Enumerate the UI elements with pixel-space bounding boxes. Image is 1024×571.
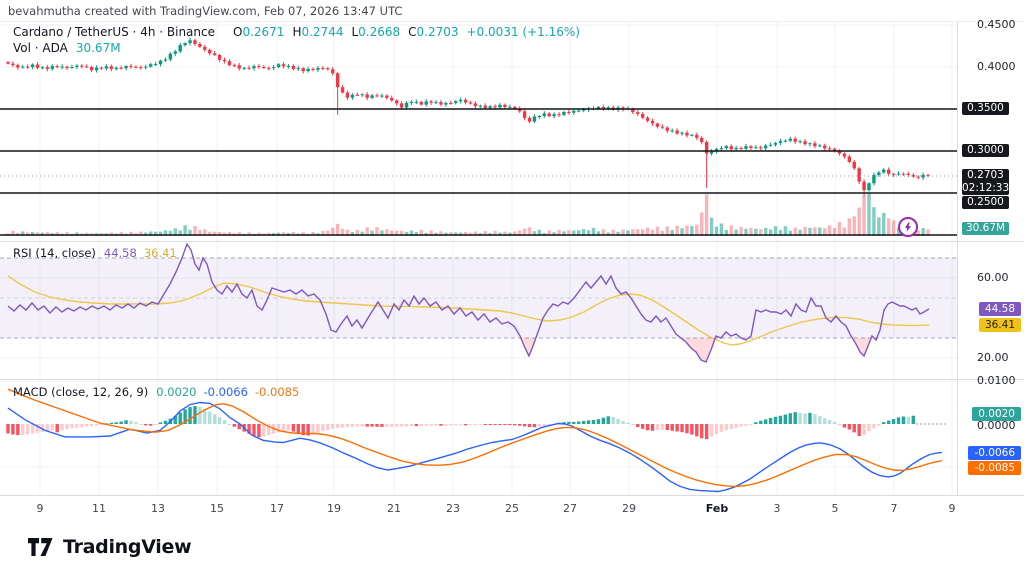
time-label: 9: [36, 502, 44, 515]
footer: TradingView: [28, 536, 192, 558]
low-value: 0.2668: [358, 25, 401, 39]
time-axis[interactable]: 9 11 13 15 17 19 21 23 25 27 29 Feb 3 5 7 9: [0, 496, 1024, 520]
legend: Cardano / TetherUS · 4h · Binance O0.2671…: [13, 25, 580, 56]
high-value: 0.2744: [301, 25, 344, 39]
macd-signal-value: -0.0085: [254, 385, 300, 399]
tradingview-logo-icon[interactable]: [28, 538, 54, 556]
legend-row-main: Cardano / TetherUS · 4h · Binance O0.2671…: [13, 25, 580, 40]
time-label: 23: [446, 502, 460, 515]
high-label: H: [292, 25, 302, 39]
rsi-title[interactable]: RSI (14, close): [13, 246, 96, 260]
rsi-value-badge: 44.58: [978, 302, 1021, 316]
time-label: 13: [151, 502, 165, 515]
rsi-label-20: 20.00: [977, 351, 1009, 364]
time-label: 7: [890, 502, 898, 515]
time-label: 25: [505, 502, 519, 515]
line-price-badge-030: 0.3000: [962, 144, 1009, 157]
volume-badge: 30.67M: [962, 222, 1009, 235]
line-price-badge-035: 0.3500: [962, 102, 1009, 115]
time-label: Feb: [705, 502, 729, 515]
legend-row-volume: Vol · ADA 30.67M: [13, 41, 580, 56]
rsi-label-60: 60.00: [977, 271, 1009, 284]
time-label: 11: [92, 502, 106, 515]
macd-line-badge: -0.0066: [968, 446, 1021, 460]
time-label: 9: [948, 502, 956, 515]
watermark: bevahmutha created with TradingView.com,…: [8, 4, 403, 18]
time-label: 17: [270, 502, 284, 515]
time-label: 29: [622, 502, 636, 515]
time-label: 27: [563, 502, 577, 515]
open-value: 0.2671: [242, 25, 285, 39]
macd-hist-value: 0.0020: [156, 385, 197, 399]
symbol-title[interactable]: Cardano / TetherUS · 4h · Binance: [13, 25, 215, 39]
lightning-bolt-glyph: [905, 222, 911, 232]
volume-label: Vol · ADA: [13, 41, 68, 55]
macd-signal-badge: -0.0085: [968, 461, 1021, 475]
rsi-legend: RSI (14, close) 44.58 36.41: [13, 246, 177, 260]
rsi-ma-value: 36.41: [143, 246, 177, 260]
volume-value: 30.67M: [75, 41, 121, 55]
bar-countdown: 02:12:33: [962, 182, 1010, 194]
macd-label-0000: 0.0000: [977, 419, 1016, 432]
macd-label-0100: 0.0100: [977, 374, 1016, 387]
boost-lightning-icon[interactable]: [898, 217, 918, 237]
time-label: 15: [210, 502, 224, 515]
time-label: 5: [831, 502, 839, 515]
price-label-0450: 0.4500: [977, 18, 1016, 31]
tradingview-wordmark[interactable]: TradingView: [63, 536, 192, 558]
macd-legend: MACD (close, 12, 26, 9) 0.0020 -0.0066 -0.0…: [13, 385, 299, 399]
last-price-value: 0.2703: [967, 169, 1004, 181]
macd-title[interactable]: MACD (close, 12, 26, 9): [13, 385, 149, 399]
time-label: 21: [387, 502, 401, 515]
low-label: L: [351, 25, 359, 39]
macd-line-value: -0.0066: [203, 385, 248, 399]
price-label-0400: 0.4000: [977, 60, 1016, 73]
close-label: C: [408, 25, 417, 39]
close-value: 0.2703: [416, 25, 459, 39]
open-label: O: [232, 25, 243, 39]
macd-hist-badge: 0.0020: [972, 407, 1021, 421]
chart-canvas[interactable]: [0, 0, 1024, 520]
change-value: +0.0031 (+1.16%): [466, 25, 580, 39]
rsi-ma-badge: 36.41: [978, 318, 1021, 332]
time-label: 19: [327, 502, 341, 515]
line-price-badge-025: 0.2500: [962, 196, 1009, 209]
rsi-value: 44.58: [103, 246, 137, 260]
last-price-badge: 0.2703 02:12:33: [962, 169, 1009, 195]
time-label: 3: [773, 502, 781, 515]
